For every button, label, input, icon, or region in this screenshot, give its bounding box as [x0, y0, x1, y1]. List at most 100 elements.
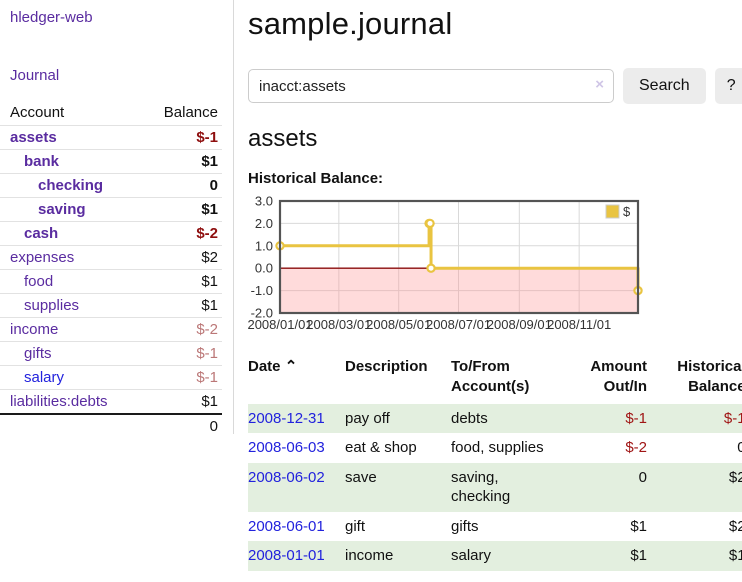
txn-description-cell: pay off: [345, 409, 390, 427]
account-link-saving[interactable]: saving: [38, 201, 86, 218]
accounts-body: assets $-1 bank $1 checking 0 saving $1 cash $-2 e…: [0, 125, 222, 414]
historical-balance-chart: 3.0 2.0 1.0 0.0 -1.0 -2.0 2008/01/01 2008/03/01…: [247, 194, 742, 339]
header-amount: Amount Out/In: [590, 358, 647, 396]
chart-title: Historical Balance:: [248, 170, 384, 187]
txn-date-cell: 2008-06-02: [248, 463, 345, 512]
svg-text:2008/05/01: 2008/05/01: [366, 317, 431, 332]
txn-balance-cell: $-1: [723, 409, 742, 427]
txn-balance-cell: $1: [728, 547, 742, 564]
account-link-supplies[interactable]: supplies: [24, 297, 80, 314]
table-row: 2008-06-02 save saving, checking 0 $2: [248, 462, 742, 512]
header-date[interactable]: Date ⌃: [248, 358, 298, 375]
svg-text:0.0: 0.0: [255, 261, 273, 276]
account-row: gifts $-1: [0, 341, 222, 366]
txn-date-cell: 2008-06-03: [248, 433, 345, 463]
svg-text:2008/07/01: 2008/07/01: [426, 317, 491, 332]
txn-date-link[interactable]: 2008-06-01: [248, 517, 325, 535]
txn-date-link[interactable]: 2008-06-02: [248, 468, 325, 486]
account-link-assets[interactable]: assets: [10, 129, 57, 146]
txn-balance-cell: $2: [728, 517, 742, 535]
main-panel: sample.journal × Search ? assets Histori…: [234, 0, 742, 582]
sidebar: hledger-web Journal Account Balance asse…: [0, 0, 234, 438]
accounts-total-row: 0: [0, 413, 222, 438]
transactions-header-row: Date ⌃ Description To/From Account(s) Am…: [248, 353, 742, 404]
header-accounts: To/From Account(s): [451, 358, 530, 396]
txn-balance-cell: 0: [737, 439, 742, 456]
account-balance: $1: [135, 269, 222, 294]
account-row: expenses $2: [0, 245, 222, 270]
transactions-table: Date ⌃ Description To/From Account(s) Am…: [248, 353, 742, 571]
txn-date-cell: 2008-01-01: [248, 541, 345, 571]
account-link-food[interactable]: food: [24, 273, 54, 290]
account-link-bank[interactable]: bank: [24, 153, 60, 170]
txn-date-link[interactable]: 2008-01-01: [248, 547, 325, 564]
account-row: checking 0: [0, 173, 222, 198]
page-title: sample.journal: [248, 6, 453, 41]
svg-text:3.0: 3.0: [255, 196, 273, 209]
account-row: saving $1: [0, 197, 222, 222]
txn-amount-cell: $-2: [625, 439, 647, 456]
txn-date-link[interactable]: 2008-12-31: [248, 409, 325, 427]
search-form: × Search ?: [248, 68, 742, 104]
txn-amount-cell: 0: [638, 468, 647, 486]
txn-accounts-cell: salary: [451, 547, 492, 564]
table-row: 2008-12-31 pay off debts $-1 $-1: [248, 403, 742, 434]
account-link-income[interactable]: income: [10, 321, 59, 338]
svg-text:2008/11/01: 2008/11/01: [547, 317, 611, 332]
account-row: liabilities:debts $1: [0, 389, 222, 414]
account-link-checking[interactable]: checking: [38, 177, 104, 194]
txn-date-cell: 2008-06-01: [248, 512, 345, 542]
search-button[interactable]: Search: [623, 68, 706, 104]
account-link-liabilities-debts[interactable]: liabilities:debts: [10, 393, 108, 410]
account-row: assets $-1: [0, 125, 222, 150]
svg-text:2008/01/01: 2008/01/01: [248, 317, 313, 332]
table-row: 2008-06-03 eat & shop food, supplies $-2 0: [248, 433, 742, 463]
account-row: income $-2: [0, 317, 222, 342]
account-balance: $-2: [135, 221, 222, 246]
txn-accounts-cell: gifts: [451, 517, 479, 535]
account-row: food $1: [0, 269, 222, 294]
table-row: 2008-06-01 gift gifts $1 $2: [248, 512, 742, 542]
account-balance: $-1: [135, 125, 222, 150]
account-row: bank $1: [0, 149, 222, 174]
txn-description-cell: save: [345, 468, 377, 486]
svg-text:-1.0: -1.0: [251, 283, 273, 298]
sidebar-item-journal[interactable]: Journal: [10, 67, 60, 84]
txn-date-cell: 2008-12-31: [248, 404, 345, 434]
txn-description-cell: income: [345, 547, 394, 564]
header-balance: Historical Balance: [677, 358, 742, 396]
account-heading: assets: [248, 125, 318, 152]
svg-text:2.0: 2.0: [255, 216, 273, 231]
txn-date-link[interactable]: 2008-06-03: [248, 439, 325, 456]
svg-text:2008/09/01: 2008/09/01: [487, 317, 552, 332]
svg-text:$: $: [623, 204, 631, 219]
account-link-cash[interactable]: cash: [24, 225, 59, 242]
accounts-header-account: Account: [10, 104, 65, 121]
accounts-total-value: 0: [135, 413, 222, 438]
account-row: cash $-2: [0, 221, 222, 246]
svg-text:-2.0: -2.0: [251, 306, 273, 321]
table-row: 2008-01-01 income salary $1 $1: [248, 541, 742, 571]
txn-amount-cell: $-1: [625, 409, 647, 427]
txn-accounts-cell: debts: [451, 409, 488, 427]
search-input[interactable]: [248, 69, 614, 103]
account-row: supplies $1: [0, 293, 222, 318]
account-balance: $1: [135, 293, 222, 318]
transactions-body: 2008-12-31 pay off debts $-1 $-1 2008-06-03 ea…: [248, 403, 742, 571]
svg-text:2008/03/01: 2008/03/01: [306, 317, 371, 332]
svg-text:1.0: 1.0: [255, 238, 273, 253]
account-balance: $1: [135, 197, 222, 222]
account-link-salary[interactable]: salary: [24, 369, 65, 386]
app-title-link[interactable]: hledger-web: [10, 9, 93, 26]
txn-accounts-cell: food, supplies: [451, 439, 544, 456]
help-button[interactable]: ?: [714, 68, 742, 104]
txn-description-cell: eat & shop: [345, 439, 417, 456]
header-description: Description: [345, 358, 428, 375]
account-balance: $1: [135, 149, 222, 174]
accounts-header-balance: Balance: [163, 104, 218, 121]
account-link-expenses[interactable]: expenses: [10, 249, 75, 266]
account-link-gifts[interactable]: gifts: [24, 345, 52, 362]
account-balance: $-1: [135, 341, 222, 366]
clear-search-icon[interactable]: ×: [595, 76, 604, 93]
sort-asc-icon: ⌃: [284, 358, 298, 375]
